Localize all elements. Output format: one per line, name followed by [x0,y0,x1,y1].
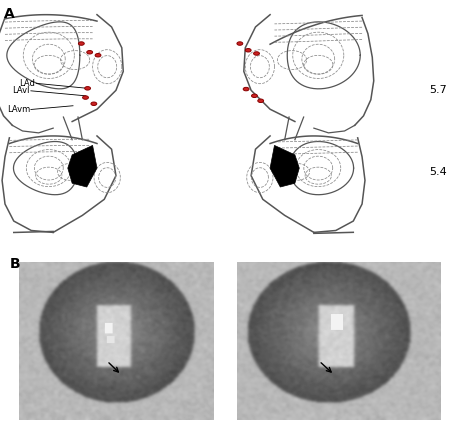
Text: LAvm: LAvm [7,105,30,114]
Circle shape [252,94,257,97]
Text: LAd: LAd [19,79,36,88]
Circle shape [95,54,101,57]
Text: B: B [9,257,20,272]
Circle shape [254,52,259,55]
Circle shape [87,51,92,54]
Circle shape [258,99,264,103]
Text: A: A [4,7,15,21]
Text: 5.4: 5.4 [429,166,447,177]
Polygon shape [68,145,97,187]
Circle shape [78,42,84,45]
Circle shape [85,87,91,90]
Circle shape [243,88,249,91]
Circle shape [245,48,251,52]
Polygon shape [270,145,299,187]
Text: 5.7: 5.7 [429,85,447,95]
Circle shape [237,42,243,45]
Circle shape [91,102,97,106]
Text: LAvl: LAvl [12,86,30,95]
Circle shape [82,96,89,99]
